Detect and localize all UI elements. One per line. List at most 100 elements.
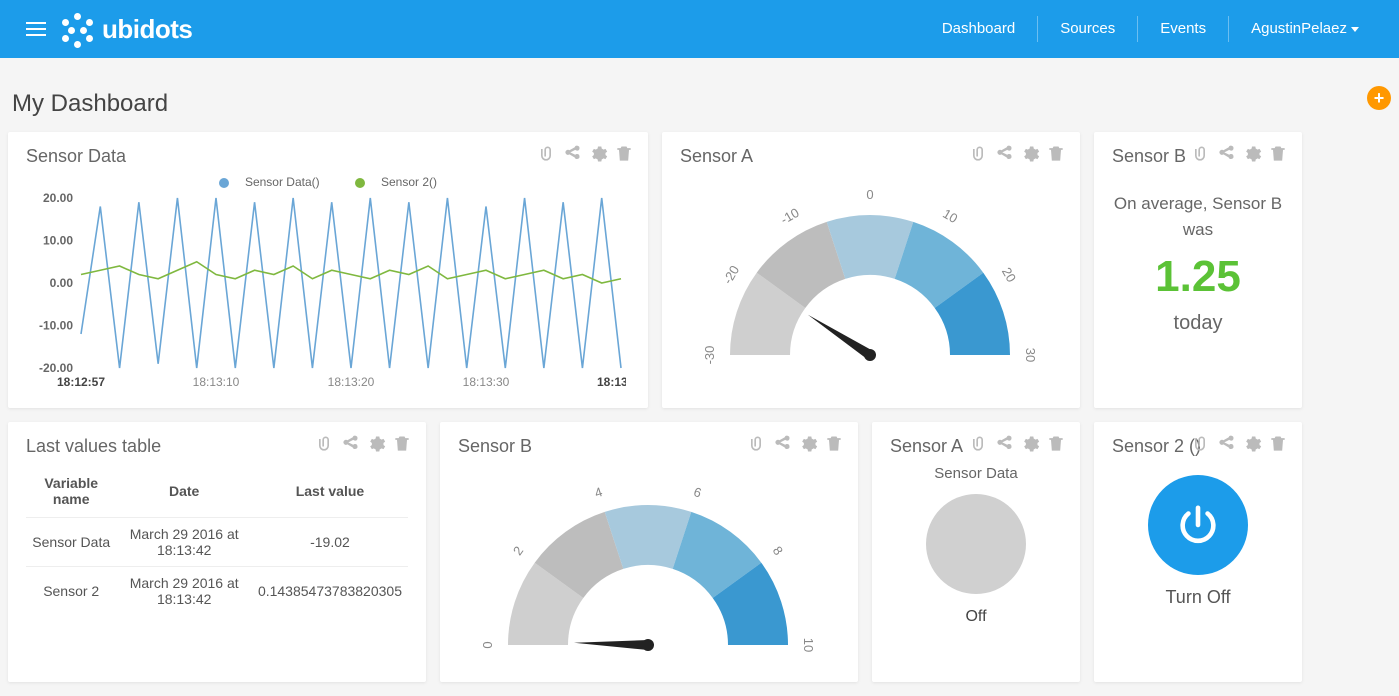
gear-icon[interactable] [798, 434, 818, 454]
add-widget-button[interactable]: + [1367, 86, 1391, 110]
logo-dots-icon [62, 13, 94, 45]
gear-icon[interactable] [1242, 144, 1262, 164]
nav-dashboard[interactable]: Dashboard [920, 16, 1037, 42]
trash-icon[interactable] [1268, 144, 1288, 164]
attach-icon[interactable] [1190, 144, 1210, 164]
trash-icon[interactable] [392, 434, 412, 454]
svg-text:6: 6 [692, 484, 704, 501]
widget-sensor-a-gauge: Sensor A -30-20-100102030 [662, 132, 1080, 408]
card-toolbar [1190, 434, 1288, 454]
trash-icon[interactable] [1268, 434, 1288, 454]
widget-sensor-b-gauge: Sensor B 0246810 [440, 422, 858, 682]
svg-text:0: 0 [480, 641, 495, 648]
widget-sensor-a-tank: Sensor A Sensor Data Off [872, 422, 1080, 682]
tank-circle [926, 494, 1026, 594]
tank-state: Off [890, 608, 1062, 626]
svg-text:-20.00: -20.00 [39, 361, 73, 375]
svg-text:4: 4 [593, 484, 605, 501]
svg-text:0: 0 [866, 187, 873, 202]
table-cell: Sensor Data [26, 518, 116, 567]
trash-icon[interactable] [1046, 144, 1066, 164]
top-nav: Dashboard Sources Events AgustinPelaez [920, 16, 1381, 42]
gear-icon[interactable] [366, 434, 386, 454]
attach-icon[interactable] [746, 434, 766, 454]
user-name: AgustinPelaez [1251, 20, 1347, 37]
table-header: Date [116, 465, 252, 518]
table-row: Sensor 2March 29 2016 at 18:13:420.14385… [26, 567, 408, 616]
svg-text:0.00: 0.00 [50, 276, 74, 290]
power-icon [1175, 502, 1221, 548]
brand-name: ubidots [102, 14, 192, 45]
table-header: Last value [252, 465, 408, 518]
avg-line1: On average, Sensor B was [1112, 191, 1284, 242]
nav-user[interactable]: AgustinPelaez [1228, 16, 1381, 42]
table-cell: March 29 2016 at 18:13:42 [116, 567, 252, 616]
page-body: My Dashboard + Sensor Data Sensor Data()… [0, 58, 1399, 696]
card-toolbar [746, 434, 844, 454]
svg-text:18:12:57: 18:12:57 [57, 375, 105, 389]
svg-text:2: 2 [510, 543, 526, 558]
share-icon[interactable] [562, 144, 582, 164]
table-cell: March 29 2016 at 18:13:42 [116, 518, 252, 567]
widget-sensor-b-avg: Sensor B On average, Sensor B was 1.25 t… [1094, 132, 1302, 408]
gear-icon[interactable] [1020, 434, 1040, 454]
table-cell: 0.14385473783820305 [252, 567, 408, 616]
card-toolbar [1190, 144, 1288, 164]
svg-text:-10.00: -10.00 [39, 319, 73, 333]
widget-last-values-table: Last values table Variable nameDateLast … [8, 422, 426, 682]
page-title: My Dashboard [12, 90, 1387, 118]
svg-text:-30: -30 [702, 346, 717, 365]
svg-text:18:13:30: 18:13:30 [463, 375, 510, 389]
power-button[interactable] [1148, 475, 1248, 575]
attach-icon[interactable] [1190, 434, 1210, 454]
tank-label: Sensor Data [890, 465, 1062, 482]
line-chart-svg: 20.00 10.00 0.00 -10.00 -20.0018:12:57 18:13:… [26, 193, 626, 393]
card-toolbar [968, 434, 1066, 454]
brand-logo[interactable]: ubidots [62, 13, 192, 45]
card-toolbar [968, 144, 1066, 164]
share-icon[interactable] [1216, 434, 1236, 454]
trash-icon[interactable] [824, 434, 844, 454]
avg-line2: today [1112, 312, 1284, 335]
table-row: Sensor DataMarch 29 2016 at 18:13:42-19.… [26, 518, 408, 567]
svg-text:30: 30 [1023, 348, 1038, 362]
attach-icon[interactable] [536, 144, 556, 164]
gear-icon[interactable] [1020, 144, 1040, 164]
widget-sensor-data-chart: Sensor Data Sensor Data() Sensor 2() 20.… [8, 132, 648, 408]
widget-sensor-2-switch: Sensor 2 () Turn Off [1094, 422, 1302, 682]
gauge-a-svg: -30-20-100102030 [680, 175, 1060, 385]
avg-value: 1.25 [1112, 252, 1284, 302]
attach-icon[interactable] [968, 144, 988, 164]
attach-icon[interactable] [314, 434, 334, 454]
nav-sources[interactable]: Sources [1037, 16, 1137, 42]
share-icon[interactable] [1216, 144, 1236, 164]
menu-icon[interactable] [18, 14, 54, 44]
svg-text:18:13:10: 18:13:10 [193, 375, 240, 389]
gear-icon[interactable] [1242, 434, 1262, 454]
svg-text:-20: -20 [720, 263, 742, 287]
svg-text:20.00: 20.00 [43, 193, 73, 205]
values-table: Variable nameDateLast value Sensor DataM… [26, 465, 408, 615]
nav-events[interactable]: Events [1137, 16, 1228, 42]
svg-text:10: 10 [801, 638, 816, 652]
trash-icon[interactable] [614, 144, 634, 164]
topbar: ubidots Dashboard Sources Events Agustin… [0, 0, 1399, 58]
svg-text:8: 8 [770, 543, 786, 558]
card-toolbar [314, 434, 412, 454]
table-cell: Sensor 2 [26, 567, 116, 616]
gear-icon[interactable] [588, 144, 608, 164]
share-icon[interactable] [994, 434, 1014, 454]
trash-icon[interactable] [1046, 434, 1066, 454]
gauge-b-svg: 0 2 4 6 8 10 [458, 465, 838, 665]
share-icon[interactable] [772, 434, 792, 454]
chevron-down-icon [1351, 27, 1359, 32]
share-icon[interactable] [994, 144, 1014, 164]
share-icon[interactable] [340, 434, 360, 454]
attach-icon[interactable] [968, 434, 988, 454]
svg-text:20: 20 [999, 265, 1019, 285]
svg-text:10.00: 10.00 [43, 234, 73, 248]
table-header: Variable name [26, 465, 116, 518]
table-cell: -19.02 [252, 518, 408, 567]
svg-text:10: 10 [940, 206, 960, 226]
legend-label-2: Sensor 2() [381, 175, 437, 189]
